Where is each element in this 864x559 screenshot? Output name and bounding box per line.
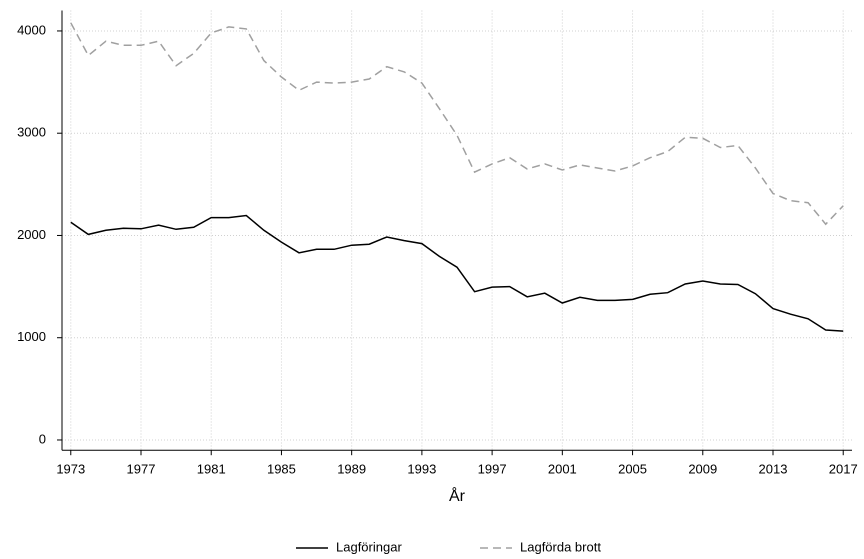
y-tick-label: 2000 [17,227,46,242]
x-tick-label: 1981 [197,462,226,477]
y-tick-label: 4000 [17,22,46,37]
x-axis-label: År [449,486,466,505]
x-tick-label: 1993 [407,462,436,477]
legend-label: Lagförda brott [520,539,601,554]
x-tick-label: 1973 [56,462,85,477]
x-tick-label: 2009 [688,462,717,477]
x-tick-label: 2001 [548,462,577,477]
x-tick-label: 1985 [267,462,296,477]
x-tick-label: 1989 [337,462,366,477]
y-tick-label: 1000 [17,329,46,344]
x-tick-label: 2005 [618,462,647,477]
x-tick-label: 2013 [759,462,788,477]
y-tick-label: 3000 [17,125,46,140]
line [70,214,844,332]
x-tick-label: 1997 [478,462,507,477]
legend-label: Lagföringar [336,539,402,554]
x-tick-label: 1977 [127,462,156,477]
y-tick-label: 0 [39,431,46,446]
x-tick-label: 2017 [829,462,858,477]
line [70,22,844,226]
